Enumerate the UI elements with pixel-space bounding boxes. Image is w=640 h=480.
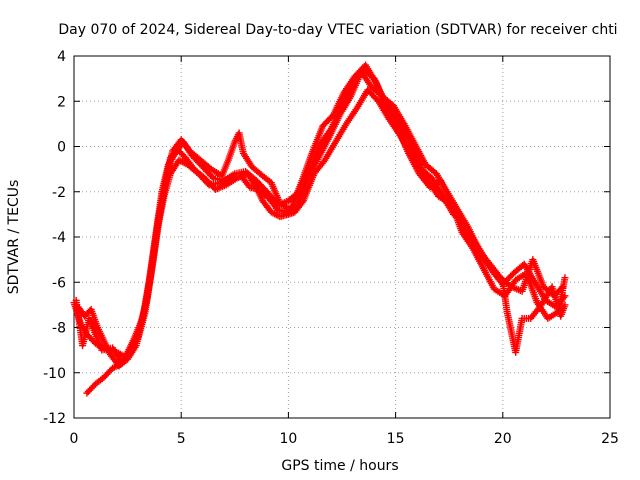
x-tick-label: 25 (601, 431, 619, 447)
data-point (561, 301, 569, 309)
series-day-3 (74, 68, 567, 370)
tick-layer: 0 5 10 15 20 25 -12 -10 -8 -6 -4 -2 0 2 4 (43, 49, 619, 447)
chart-title: Day 070 of 2024, Sidereal Day-to-day VTE… (58, 22, 617, 38)
y-tick-label: -6 (52, 275, 66, 291)
data-point (298, 198, 306, 206)
x-tick-label: 10 (279, 431, 297, 447)
x-tick-label: 15 (387, 431, 405, 447)
y-tick-label: 0 (57, 140, 66, 156)
y-tick-label: 4 (57, 49, 66, 65)
y-tick-label: 2 (57, 94, 66, 110)
y-tick-label: -10 (43, 366, 66, 382)
x-tick-label: 20 (494, 431, 512, 447)
data-point (559, 283, 567, 291)
x-tick-label: 0 (70, 431, 79, 447)
x-tick-label: 5 (177, 431, 186, 447)
y-axis-label: SDTVAR / TECUs (6, 180, 22, 295)
y-tick-label: -2 (52, 185, 66, 201)
data-point (557, 284, 565, 292)
y-tick-label: -4 (52, 230, 66, 246)
series-day-2 (72, 61, 569, 365)
data-point (561, 274, 569, 282)
series-day-4 (83, 86, 569, 397)
y-tick-label: -12 (43, 411, 66, 427)
y-tick-label: -8 (52, 321, 66, 337)
data-points (70, 61, 569, 397)
x-axis-label: GPS time / hours (281, 458, 398, 474)
data-point (498, 277, 506, 285)
